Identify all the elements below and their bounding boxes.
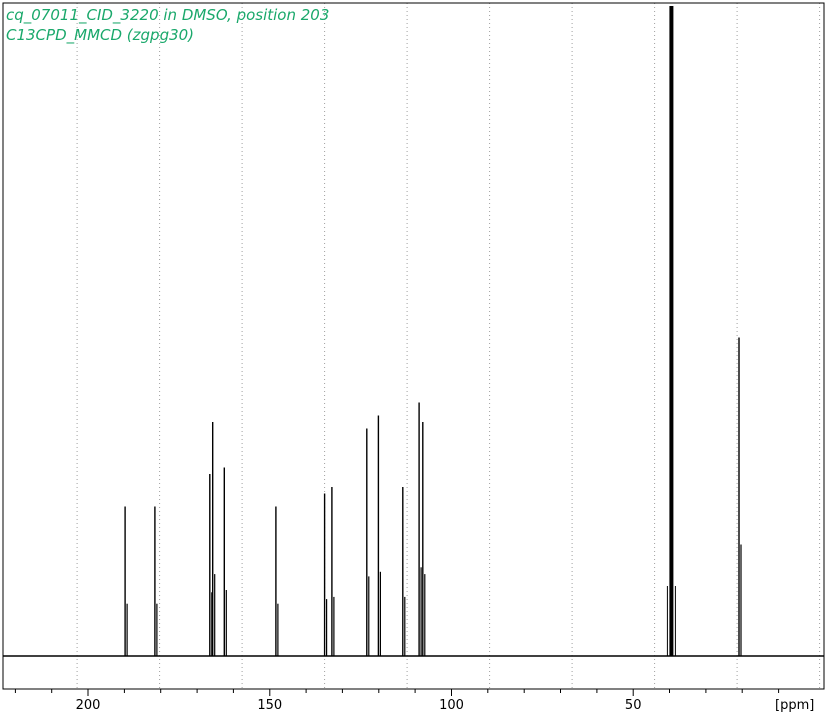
solvent-peak <box>669 6 674 656</box>
plot-frame <box>2 2 825 690</box>
x-tick-label: 100 <box>439 698 464 713</box>
spectrum-trace <box>3 6 824 657</box>
x-tick-label: 50 <box>625 698 642 713</box>
x-tick-label: 200 <box>76 698 101 713</box>
title-line-1: cq_07011_CID_3220 in DMSO, position 203 <box>6 6 329 25</box>
x-axis: 200 150 100 50 <box>14 689 780 713</box>
x-tick-label: 150 <box>257 698 282 713</box>
title-line-2: C13CPD_MMCD (zgpg30) <box>6 26 194 45</box>
x-axis-unit-label: [ppm] <box>775 698 814 713</box>
